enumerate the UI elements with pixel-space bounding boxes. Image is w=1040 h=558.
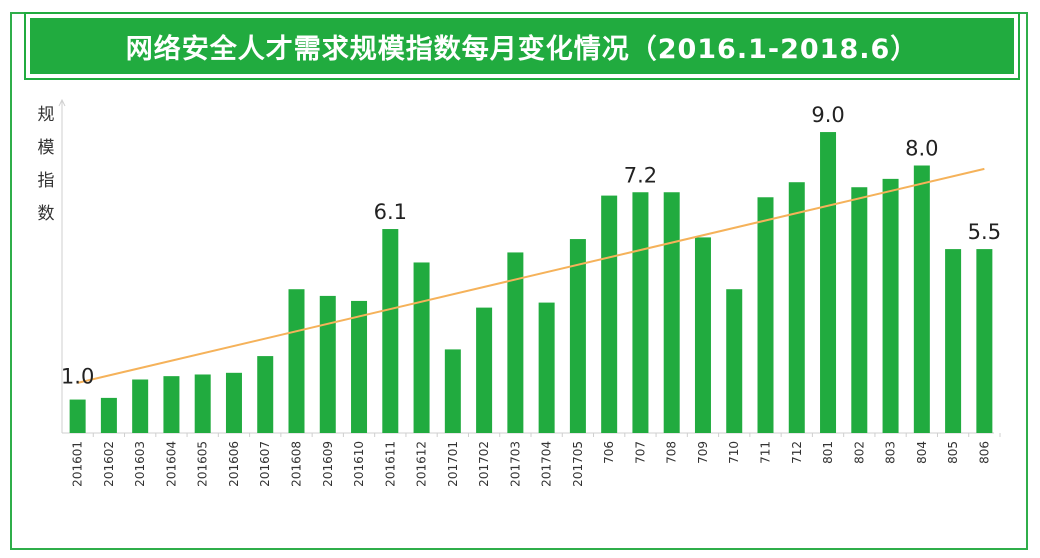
bar-802 <box>851 187 868 433</box>
data-label-201601: 1.0 <box>61 365 94 389</box>
x-tick-label-201608: 201608 <box>290 441 304 487</box>
bar-803 <box>882 178 899 433</box>
bar-201612 <box>413 262 430 433</box>
x-tick-label-201612: 201612 <box>415 441 429 487</box>
bar-709 <box>694 237 711 433</box>
bar-201703 <box>507 252 524 433</box>
x-tick-label-201701: 201701 <box>446 441 460 487</box>
bar-201607 <box>257 356 274 433</box>
x-tick-label-805: 805 <box>946 441 960 464</box>
bar-201611 <box>382 229 399 433</box>
x-tick-label-201611: 201611 <box>383 441 397 487</box>
data-label-707: 7.2 <box>624 163 657 187</box>
x-tick-label-201609: 201609 <box>321 441 335 487</box>
bar-712 <box>788 182 805 433</box>
x-tick-label-201705: 201705 <box>571 441 585 487</box>
bar-804 <box>913 165 930 433</box>
x-tick-label-804: 804 <box>915 441 929 464</box>
y-axis-label-char: 模 <box>38 138 55 158</box>
x-tick-label-201603: 201603 <box>133 441 147 487</box>
bar-201604 <box>163 376 180 433</box>
x-tick-label-201610: 201610 <box>352 441 366 487</box>
x-tick-label-708: 708 <box>665 441 679 464</box>
bar-201704 <box>538 302 555 433</box>
bar-201609 <box>319 295 336 433</box>
x-tick-label-201602: 201602 <box>102 441 116 487</box>
bar-201705 <box>569 239 586 433</box>
x-tick-label-801: 801 <box>821 441 835 464</box>
chart-title-bar: 网络安全人才需求规模指数每月变化情况（2016.1-2018.6） <box>24 12 1020 80</box>
bar-801 <box>820 132 837 433</box>
data-label-804: 8.0 <box>905 137 938 161</box>
x-tick-label-201607: 201607 <box>258 441 272 487</box>
x-tick-label-806: 806 <box>977 441 991 464</box>
bar-201603 <box>132 379 149 433</box>
bar-201610 <box>351 300 368 433</box>
x-tick-label-711: 711 <box>759 441 773 464</box>
x-tick-label-201601: 201601 <box>71 441 85 487</box>
trend-line <box>77 167 985 384</box>
chart-title: 网络安全人才需求规模指数每月变化情况（2016.1-2018.6） <box>125 33 919 65</box>
bar-806 <box>976 249 993 433</box>
x-tick-label-707: 707 <box>633 441 647 464</box>
bar-201601 <box>69 399 86 433</box>
bar-201702 <box>476 307 493 433</box>
x-tick-label-201604: 201604 <box>164 441 178 487</box>
x-tick-label-710: 710 <box>727 441 741 464</box>
x-tick-label-709: 709 <box>696 441 710 464</box>
x-tick-label-201704: 201704 <box>540 441 554 487</box>
data-label-801: 9.0 <box>811 103 844 127</box>
x-tick-label-201606: 201606 <box>227 441 241 487</box>
bar-805 <box>945 249 962 433</box>
data-label-806: 5.5 <box>968 220 1001 244</box>
y-axis-label-char: 数 <box>38 204 55 224</box>
y-axis-arrow <box>58 98 66 107</box>
bar-201602 <box>100 397 117 433</box>
y-axis-label-char: 指 <box>38 171 55 191</box>
x-tick-label-201605: 201605 <box>196 441 210 487</box>
bar-201608 <box>288 289 305 433</box>
bar-711 <box>757 197 774 433</box>
bar-707 <box>632 192 649 433</box>
data-label-201611: 6.1 <box>374 200 407 224</box>
bar-201606 <box>225 372 242 433</box>
x-tick-label-712: 712 <box>790 441 804 464</box>
x-tick-label-706: 706 <box>602 441 616 464</box>
bar-201605 <box>194 374 211 433</box>
bar-708 <box>663 192 680 433</box>
bar-706 <box>601 195 618 433</box>
y-axis-label-char: 规 <box>38 105 55 125</box>
x-tick-label-803: 803 <box>884 441 898 464</box>
bar-710 <box>726 289 743 433</box>
x-tick-label-802: 802 <box>852 441 866 464</box>
bar-201701 <box>444 349 461 433</box>
x-tick-label-201703: 201703 <box>508 441 522 487</box>
x-tick-label-201702: 201702 <box>477 441 491 487</box>
